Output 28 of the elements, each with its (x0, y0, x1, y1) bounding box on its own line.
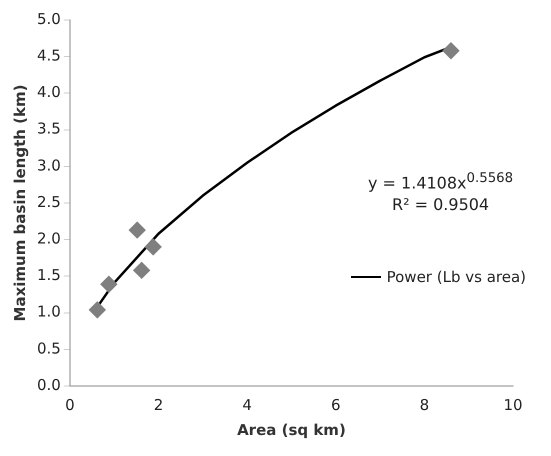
y-tick-label: 3.5 (36, 120, 61, 138)
y-axis-title: Maximum basin length (km) (10, 84, 29, 322)
legend-label: Power (Lb vs area) (386, 268, 526, 286)
y-tick-label: 1.5 (36, 266, 61, 284)
x-axis-title: Area (sq km) (237, 420, 346, 439)
point (100, 276, 118, 293)
x-tick-label: 8 (420, 396, 430, 414)
y-tick-label: 4.0 (36, 83, 61, 102)
y-tick-label: 0.5 (36, 339, 61, 358)
y-tick-label: 0.0 (36, 376, 61, 394)
annotation: y = 1.4108x$^{0.5568}$ (368, 170, 514, 194)
x-tick-label: 4 (242, 396, 252, 414)
y-tick-label: 5.0 (36, 10, 61, 28)
point (144, 238, 162, 256)
y-tick-label: 3.0 (36, 156, 61, 174)
y-tick-label: 2.5 (36, 192, 61, 211)
point (128, 222, 146, 239)
point (133, 262, 150, 279)
x-tick-label: 6 (330, 396, 341, 414)
y-tick-label: 2.0 (36, 229, 61, 248)
x-tick-label: 0 (65, 396, 75, 414)
x-tick-label: 10 (503, 396, 523, 414)
y-tick-label: 1.0 (36, 302, 61, 321)
point (88, 301, 106, 318)
annotation: R² = 0.9504 (391, 194, 490, 216)
x-tick-label: 2 (154, 396, 164, 414)
y-tick-label: 4.5 (36, 46, 61, 64)
point (442, 42, 460, 60)
